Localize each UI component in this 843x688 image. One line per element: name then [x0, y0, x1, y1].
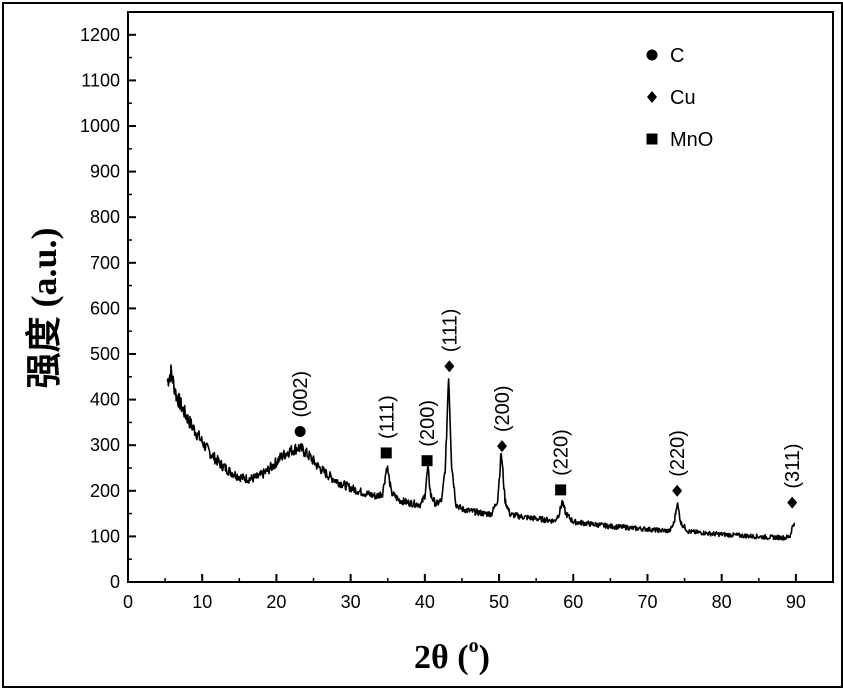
peak-hkl-label: (220) — [551, 429, 573, 476]
x-tick-label: 90 — [786, 592, 806, 612]
y-tick-label: 100 — [90, 526, 120, 546]
y-tick-label: 800 — [90, 207, 120, 227]
peak-marker-cu — [787, 496, 798, 509]
y-tick-label: 700 — [90, 253, 120, 273]
x-tick-label: 80 — [712, 592, 732, 612]
peak-marker-cu — [497, 440, 508, 453]
y-tick-label: 300 — [90, 435, 120, 455]
legend-marker-mno — [646, 133, 658, 145]
peak-hkl-label: (002) — [290, 371, 312, 418]
x-axis-title: 2θ (o) — [414, 635, 490, 676]
y-tick-label: 900 — [90, 162, 120, 182]
peak-annotations: (002) (111) (200) (111) (200) (220) (220) (311) — [290, 309, 804, 509]
x-tick-label: 20 — [266, 592, 286, 612]
legend: C Cu MnO — [646, 45, 713, 151]
y-tick-label: 1200 — [80, 25, 120, 45]
legend-marker-cu — [647, 91, 657, 103]
peak-hkl-label: (200) — [492, 385, 514, 432]
peak-hkl-label: (111) — [376, 395, 398, 439]
y-tick-label: 500 — [90, 344, 120, 364]
y-axis-title: 强度 (a.u.) — [24, 228, 64, 389]
peak-marker-c — [294, 426, 306, 438]
x-axis-title-main: 2θ ( — [414, 639, 469, 676]
x-tick-label: 10 — [192, 592, 212, 612]
x-axis: 0 10 20 30 40 50 60 70 80 90 — [123, 574, 806, 612]
y-tick-label: 1000 — [80, 116, 120, 136]
y-tick-label: 1100 — [81, 70, 120, 90]
y-tick-label: 200 — [90, 481, 120, 501]
peak-hkl-label: (111) — [439, 309, 461, 353]
x-tick-label: 70 — [637, 592, 657, 612]
x-tick-label: 0 — [123, 592, 133, 612]
plot-area: 0 10 20 30 40 50 60 70 80 90 0 100 200 300 400 500 600 7… — [80, 11, 834, 612]
x-axis-title-close: ) — [479, 639, 490, 676]
peak-marker-cu — [444, 360, 455, 373]
axes-box — [127, 11, 834, 583]
peak-hkl-label: (200) — [417, 400, 439, 447]
peak-marker-mno — [421, 455, 433, 467]
peak-marker-cu — [672, 484, 683, 497]
x-tick-label: 40 — [415, 592, 435, 612]
legend-label: Cu — [670, 87, 696, 109]
legend-label: MnO — [670, 129, 713, 151]
x-tick-label: 30 — [341, 592, 361, 612]
y-tick-label: 0 — [110, 572, 120, 592]
x-tick-label: 60 — [563, 592, 583, 612]
peak-marker-mno — [380, 447, 392, 459]
peak-hkl-label: (311) — [782, 443, 804, 488]
legend-marker-c — [646, 49, 658, 61]
y-axis: 0 100 200 300 400 500 600 700 800 900 1000 1100 1200 — [80, 25, 136, 592]
legend-label: C — [670, 45, 684, 67]
xrd-pattern-line — [166, 364, 796, 541]
x-axis-title-degree: o — [469, 635, 479, 657]
peak-marker-mno — [555, 484, 567, 496]
y-tick-label: 400 — [90, 390, 120, 410]
y-tick-label: 600 — [90, 298, 120, 318]
peak-hkl-label: (220) — [667, 430, 689, 477]
x-tick-label: 50 — [489, 592, 509, 612]
